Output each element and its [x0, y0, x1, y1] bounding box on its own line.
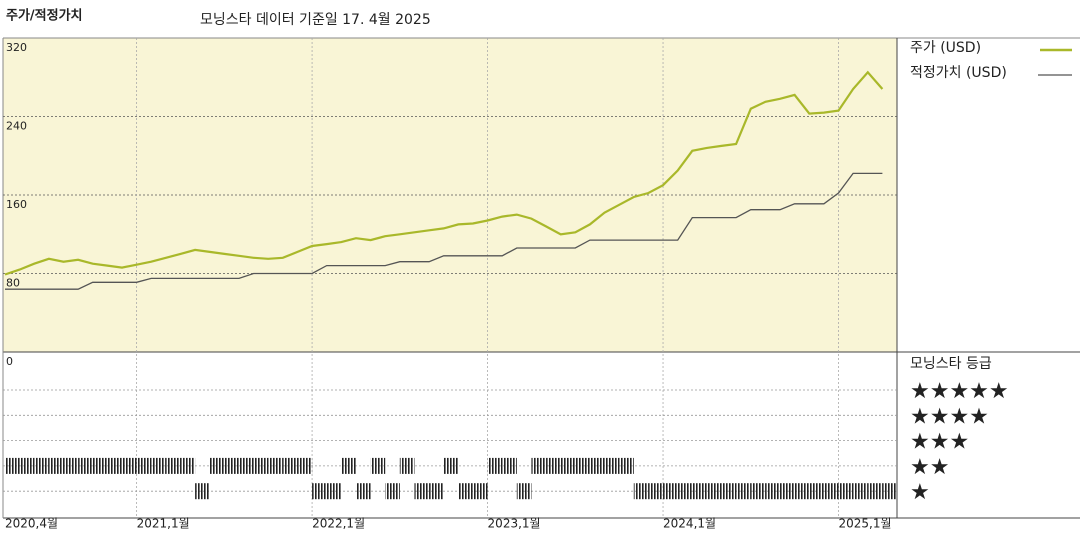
- rating-bar: [370, 457, 386, 474]
- rating-bar: [253, 457, 269, 474]
- rating-bar: [750, 483, 766, 500]
- rating-bar: [677, 483, 693, 500]
- rating-bar: [341, 457, 356, 474]
- x-tick-label: 2021,1월: [137, 517, 190, 531]
- rating-bar: [165, 457, 181, 474]
- rating-bar: [882, 483, 897, 500]
- legend-label: 주가 (USD): [910, 40, 981, 56]
- rating-row-label: ★★: [910, 455, 949, 480]
- rating-bar: [297, 457, 313, 474]
- rating-bar: [136, 457, 152, 474]
- rating-bar: [736, 483, 751, 500]
- rating-bar: [809, 483, 824, 500]
- chart-title: 주가/적정가치: [6, 8, 83, 24]
- rating-bar: [312, 483, 327, 500]
- rating-bar: [63, 457, 79, 474]
- rating-bar: [692, 483, 707, 500]
- rating-bar: [78, 457, 93, 474]
- x-tick-label: 2023,1월: [488, 517, 541, 531]
- rating-bar: [531, 457, 547, 474]
- rating-bar: [560, 457, 576, 474]
- rating-bar: [19, 457, 35, 474]
- rating-row-label: ★★★★: [910, 404, 989, 429]
- rating-bar: [34, 457, 49, 474]
- rating-bar: [823, 483, 839, 500]
- rating-bar: [268, 457, 283, 474]
- rating-bar: [385, 483, 400, 500]
- rating-bar: [633, 483, 649, 500]
- rating-bar: [853, 483, 868, 500]
- rating-bar: [443, 457, 459, 474]
- y-tick-label: 240: [6, 120, 27, 133]
- rating-bar: [195, 483, 210, 500]
- series-line: [5, 172, 883, 290]
- rating-bar: [663, 483, 678, 500]
- rating-bar: [282, 457, 298, 474]
- rating-bar: [107, 457, 122, 474]
- rating-bar: [92, 457, 108, 474]
- legend-label: 적정가치 (USD): [910, 65, 1007, 81]
- rating-bar: [48, 457, 64, 474]
- rating-bar: [765, 483, 781, 500]
- x-tick-label: 2025,1월: [839, 517, 892, 531]
- rating-bar: [604, 457, 620, 474]
- rating-bar: [516, 483, 532, 500]
- rating-bar: [780, 483, 795, 500]
- rating-bar: [180, 457, 196, 474]
- rating-title: 모닝스타 등급: [910, 356, 992, 372]
- rating-bar: [326, 483, 342, 500]
- rating-bar: [575, 457, 590, 474]
- y-tick-label: 320: [6, 41, 27, 54]
- x-tick-label: 2022,1월: [312, 517, 365, 531]
- rating-bar: [487, 457, 503, 474]
- y-tick-label: 0: [6, 355, 13, 368]
- rating-bar: [838, 483, 854, 500]
- rating-bar: [706, 483, 722, 500]
- rating-bar: [209, 457, 225, 474]
- rating-bar: [399, 457, 415, 474]
- rating-bar: [589, 457, 605, 474]
- y-tick-label: 160: [6, 198, 27, 211]
- rating-bar: [224, 457, 239, 474]
- rating-bar: [721, 483, 737, 500]
- series-line: [4, 70, 884, 276]
- rating-bar: [458, 483, 473, 500]
- rating-bar: [867, 483, 883, 500]
- rating-bar: [121, 457, 137, 474]
- rating-bar: [429, 483, 444, 500]
- rating-row-label: ★★★: [910, 430, 969, 455]
- rating-bar: [648, 483, 664, 500]
- chart-subtitle: 모닝스타 데이터 기준일 17. 4월 2025: [200, 12, 431, 28]
- rating-bar: [355, 483, 371, 500]
- y-tick-label: 80: [6, 277, 20, 290]
- rating-row-label: ★: [910, 480, 930, 505]
- rating-bar: [238, 457, 254, 474]
- rating-bar: [619, 457, 634, 474]
- plot-background: [3, 38, 897, 352]
- x-tick-label: 2020,4월: [5, 517, 58, 531]
- x-tick-label: 2024,1월: [663, 517, 716, 531]
- rating-bar: [502, 457, 517, 474]
- rating-bar: [472, 483, 488, 500]
- rating-bar: [546, 457, 561, 474]
- rating-row-label: ★★★★★: [910, 379, 1009, 404]
- rating-bar: [151, 457, 166, 474]
- rating-bar: [794, 483, 810, 500]
- rating-bar: [5, 457, 20, 474]
- rating-bar: [414, 483, 430, 500]
